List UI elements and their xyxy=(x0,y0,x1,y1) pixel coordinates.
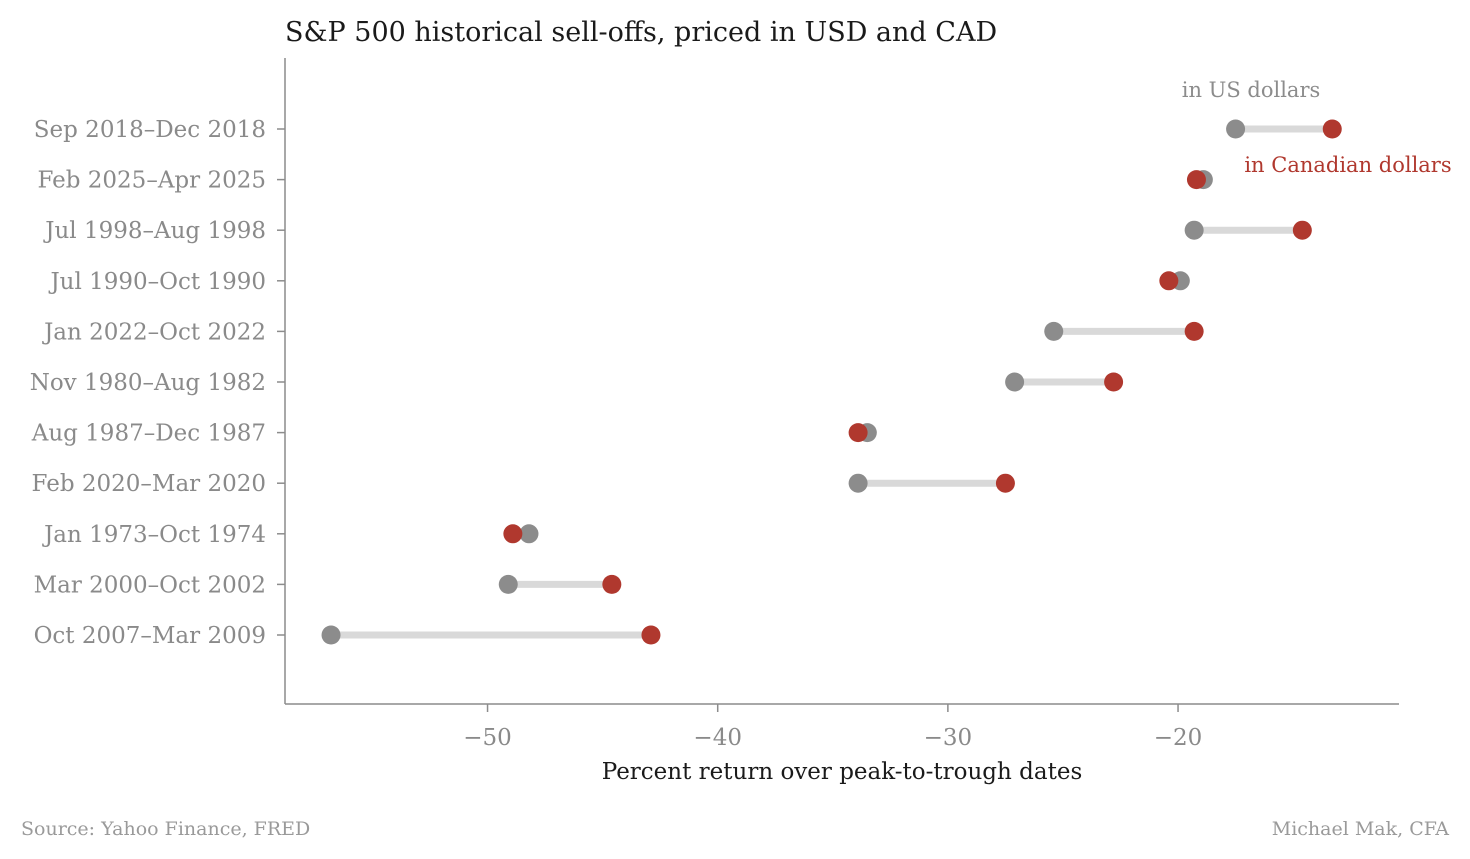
y-tick-label: Mar 2000–Oct 2002 xyxy=(34,572,266,598)
y-tick-label: Jan 2022–Oct 2022 xyxy=(42,319,266,345)
y-tick-label: Jul 1998–Aug 1998 xyxy=(43,218,266,244)
y-tick-group: Sep 2018–Dec 2018 Feb 2025–Apr 2025 Jul 19… xyxy=(30,117,285,649)
usd-point xyxy=(848,473,868,493)
cad-point xyxy=(1159,271,1179,291)
x-tick-label: −30 xyxy=(924,725,973,751)
usd-point xyxy=(1005,372,1025,392)
cad-point xyxy=(602,574,622,594)
cad-point xyxy=(995,473,1015,493)
y-tick-label: Aug 1987–Dec 1987 xyxy=(31,421,266,447)
legend-cad-annotation: in Canadian dollars xyxy=(1244,153,1451,177)
usd-point xyxy=(498,574,518,594)
x-tick-label: −50 xyxy=(463,725,512,751)
x-tick-group: −50 −40 −30 −20 xyxy=(463,704,1202,751)
cad-point xyxy=(1186,170,1206,190)
connector-group xyxy=(331,125,1333,639)
y-tick-label: Oct 2007–Mar 2009 xyxy=(34,623,266,649)
cad-point xyxy=(848,423,868,443)
y-tick-label: Nov 1980–Aug 1982 xyxy=(30,370,266,396)
cad-point xyxy=(1184,321,1204,341)
cad-point xyxy=(1322,119,1342,139)
y-tick-label: Sep 2018–Dec 2018 xyxy=(34,117,266,143)
author-credit: Michael Mak, CFA xyxy=(1272,818,1450,840)
cad-point xyxy=(641,625,661,645)
x-tick-label: −40 xyxy=(693,725,742,751)
y-tick-label: Jul 1990–Oct 1990 xyxy=(48,269,266,295)
cad-point xyxy=(1292,220,1312,240)
usd-point xyxy=(1184,220,1204,240)
source-note: Source: Yahoo Finance, FRED xyxy=(21,818,310,840)
x-axis-label: Percent return over peak-to-trough dates xyxy=(602,759,1083,785)
y-tick-label: Jan 1973–Oct 1974 xyxy=(42,522,266,548)
usd-point xyxy=(321,625,341,645)
usd-point xyxy=(519,524,539,544)
axes xyxy=(284,58,1399,705)
usd-point xyxy=(1226,119,1246,139)
chart-title: S&P 500 historical sell-offs, priced in … xyxy=(285,17,997,48)
y-tick-label: Feb 2020–Mar 2020 xyxy=(32,471,266,497)
legend-usd-annotation: in US dollars xyxy=(1182,78,1321,102)
cad-point xyxy=(503,524,523,544)
point-group xyxy=(321,119,1342,645)
y-tick-label: Feb 2025–Apr 2025 xyxy=(37,168,266,194)
usd-point xyxy=(1044,321,1064,341)
cad-point xyxy=(1104,372,1124,392)
x-tick-label: −20 xyxy=(1154,725,1203,751)
